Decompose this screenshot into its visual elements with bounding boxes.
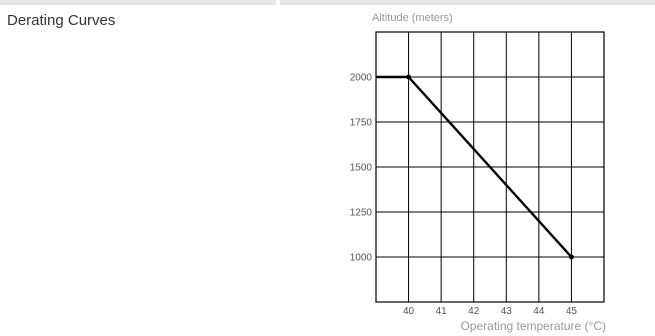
- y-tick-label: 1500: [350, 163, 373, 174]
- y-tick-label: 1000: [350, 253, 373, 264]
- section-title: Derating Curves: [7, 12, 116, 29]
- y-axis-label: Altitude (meters): [372, 12, 453, 24]
- x-tick-label: 41: [436, 306, 448, 317]
- x-tick-label: 45: [566, 306, 578, 317]
- top-divider-left: [0, 0, 276, 5]
- y-tick-label: 1250: [350, 208, 373, 219]
- x-tick-labels: 40 41 42 43 44 45: [403, 306, 577, 317]
- top-divider-right: [280, 0, 655, 5]
- y-tick-labels: 1000 1250 1500 1750 2000: [350, 73, 373, 264]
- horizontal-gridlines: [376, 76, 604, 258]
- x-tick-label: 42: [468, 306, 480, 317]
- x-tick-label: 44: [533, 306, 545, 317]
- data-point: [406, 74, 411, 80]
- x-tick-label: 40: [403, 306, 415, 317]
- x-tick-label: 43: [501, 306, 513, 317]
- y-tick-label: 1750: [350, 118, 373, 129]
- x-axis-label: Operating temperature (°C): [460, 319, 606, 333]
- y-tick-label: 2000: [350, 73, 373, 84]
- series-group: [376, 74, 574, 260]
- data-point: [569, 254, 574, 260]
